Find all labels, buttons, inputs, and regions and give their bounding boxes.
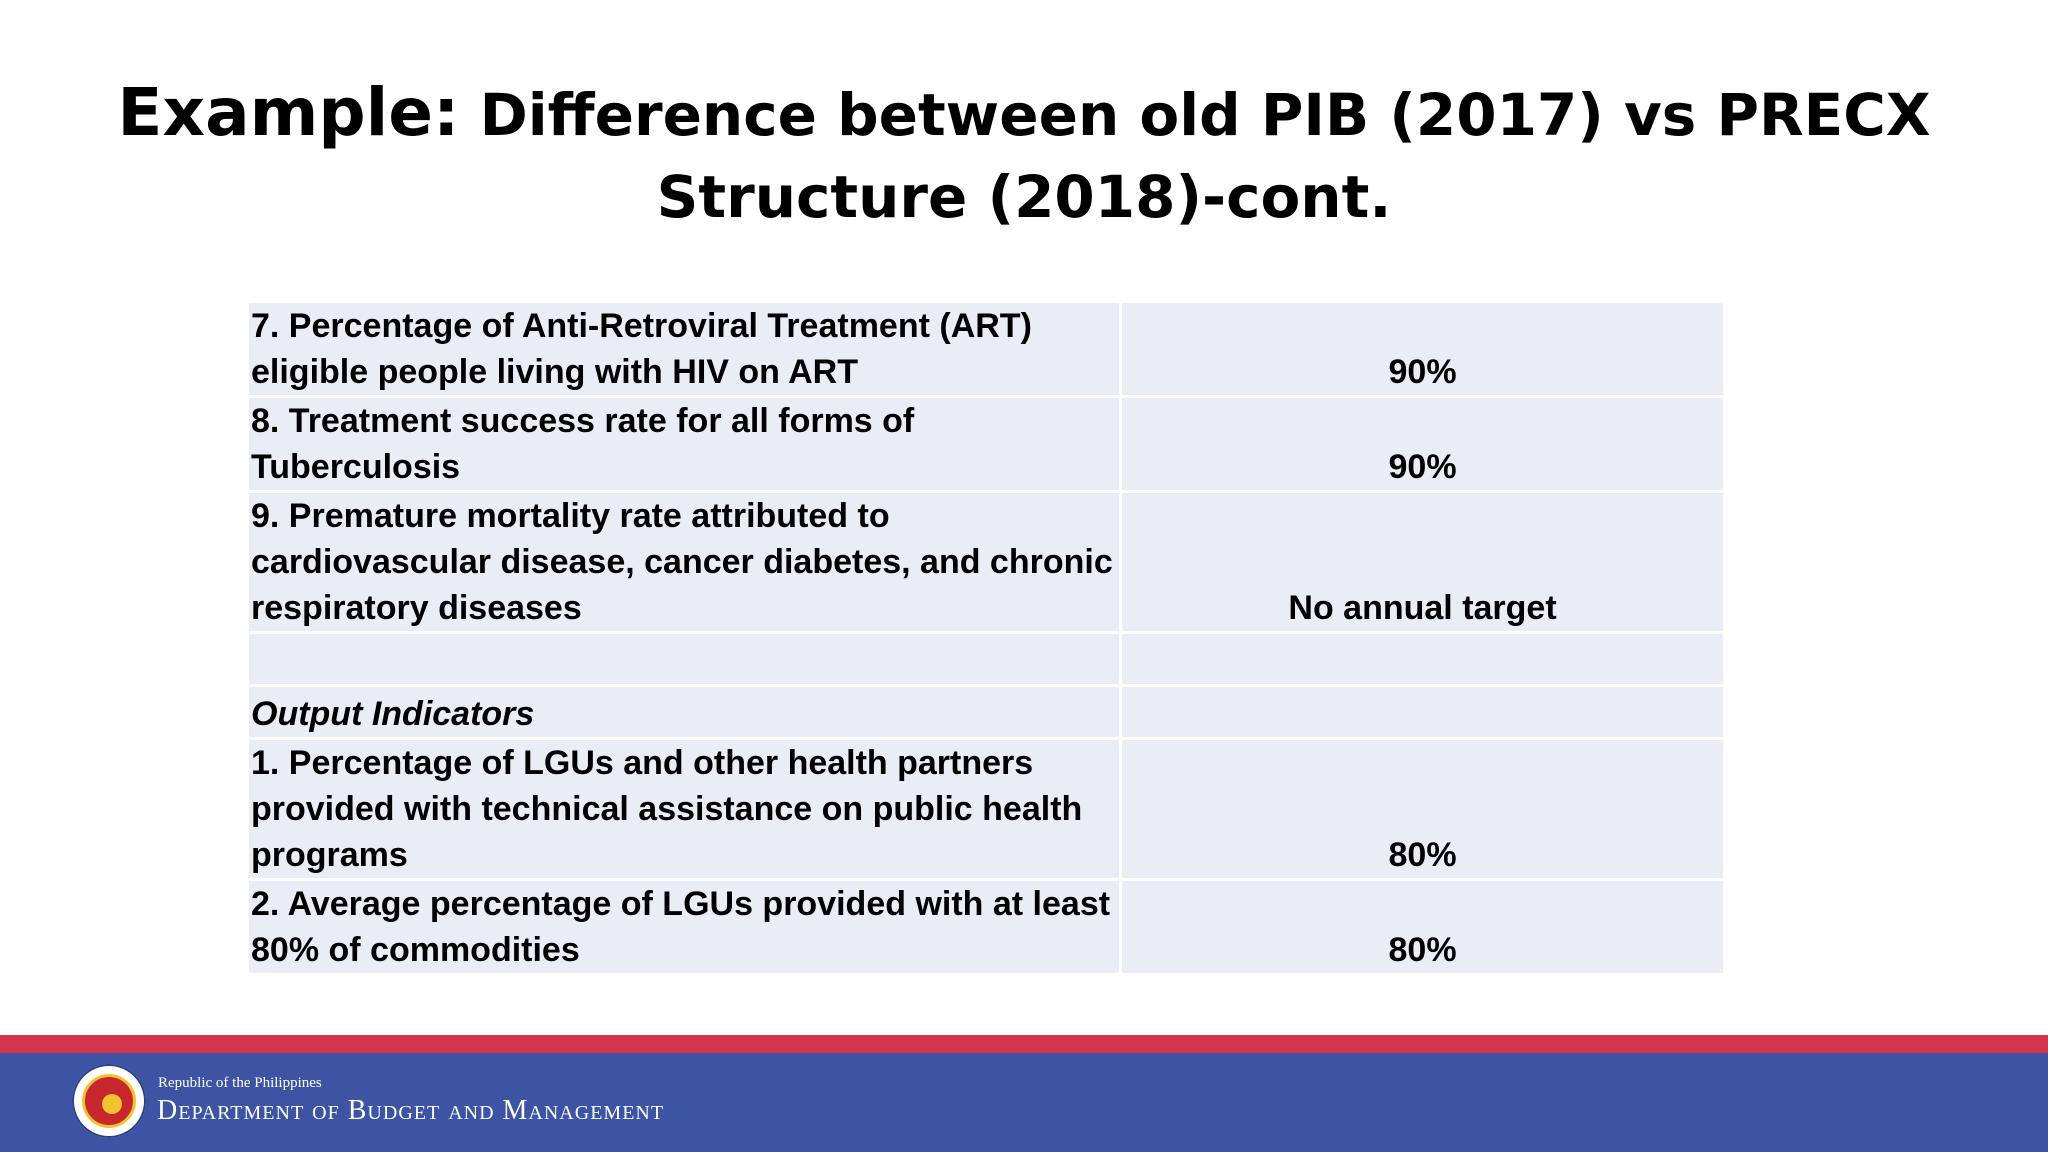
table-row: 8. Treatment success rate for all forms … <box>249 398 1723 490</box>
table-row: 7. Percentage of Anti-Retroviral Treatme… <box>249 303 1723 395</box>
indicator-target: No annual target <box>1122 493 1723 631</box>
seal-inner <box>82 1074 136 1128</box>
table-row: Output Indicators <box>249 687 1723 737</box>
indicator-target <box>1122 634 1723 684</box>
table-row: 2. Average percentage of LGUs provided w… <box>249 881 1723 973</box>
slide-title-lead: Example: <box>117 74 460 151</box>
indicator-target: 80% <box>1122 881 1723 973</box>
indicator-target: 90% <box>1122 303 1723 395</box>
footer-blue-band <box>0 1053 2048 1152</box>
indicator-label: 2. Average percentage of LGUs provided w… <box>249 881 1120 973</box>
table-row: 9. Premature mortality rate attributed t… <box>249 493 1723 631</box>
slide-title-rest: Difference between old PIB (2017) vs PRE… <box>459 81 1931 231</box>
indicator-target: 80% <box>1122 740 1723 878</box>
table-row <box>249 634 1723 684</box>
slide-title: Example: Difference between old PIB (201… <box>0 80 2048 246</box>
section-heading: Output Indicators <box>249 687 1120 737</box>
indicator-label: 8. Treatment success rate for all forms … <box>249 398 1120 490</box>
footer-country: Republic of the Philippines <box>158 1075 322 1091</box>
indicator-label <box>249 634 1120 684</box>
indicator-target: 90% <box>1122 398 1723 490</box>
seal-core <box>102 1094 122 1114</box>
table-row: 1. Percentage of LGUs and other health p… <box>249 740 1723 878</box>
dbm-seal-icon <box>72 1064 146 1138</box>
footer-department: Department of Budget and Management <box>157 1095 665 1126</box>
indicator-label: 9. Premature mortality rate attributed t… <box>249 493 1120 631</box>
indicator-table: 7. Percentage of Anti-Retroviral Treatme… <box>246 300 1726 976</box>
indicator-label: 1. Percentage of LGUs and other health p… <box>249 740 1120 878</box>
footer-red-band <box>0 1035 2048 1053</box>
indicator-label: 7. Percentage of Anti-Retroviral Treatme… <box>249 303 1120 395</box>
indicator-target <box>1122 687 1723 737</box>
